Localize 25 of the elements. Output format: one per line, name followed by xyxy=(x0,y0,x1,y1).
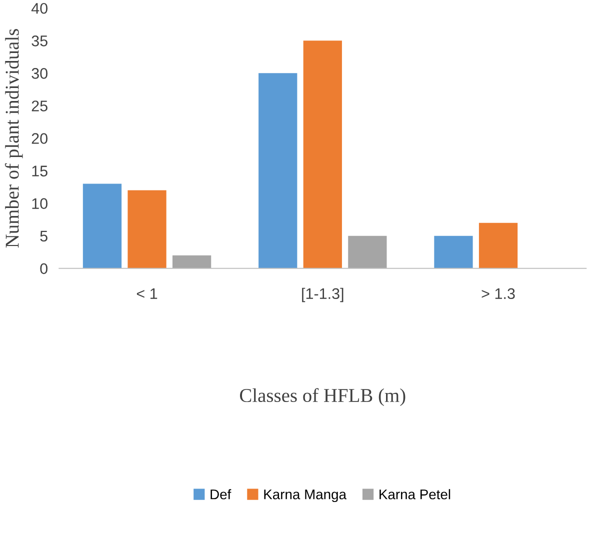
bar xyxy=(478,222,518,268)
bar xyxy=(82,184,122,268)
y-tick-label: 10 xyxy=(32,198,48,209)
y-tick-label: 5 xyxy=(40,230,48,242)
bar xyxy=(434,236,473,268)
x-tick-label: < 1 xyxy=(136,288,158,299)
y-tick-label: 0 xyxy=(40,263,48,274)
y-tick-label: 35 xyxy=(32,36,48,46)
x-axis-title: Classes of HFLB (m) xyxy=(240,388,406,406)
y-tick-label: 25 xyxy=(32,100,48,112)
bar xyxy=(128,190,166,268)
y-tick-label: 30 xyxy=(32,68,48,79)
legend-label: Karna Manga xyxy=(264,490,346,502)
legend-label: Karna Petel xyxy=(380,489,450,500)
x-tick-label: > 1.3 xyxy=(482,288,515,300)
y-tick-label: 15 xyxy=(32,166,48,176)
bar xyxy=(172,255,212,268)
bar xyxy=(348,236,387,268)
bar xyxy=(258,73,298,268)
y-tick-label: 40 xyxy=(31,2,48,14)
y-tick-label: 20 xyxy=(32,133,48,144)
legend-label: Def xyxy=(210,489,232,500)
y-axis-title: Number of plant individuals xyxy=(4,29,23,248)
bar xyxy=(303,40,342,268)
x-tick-label: [1-1.3] xyxy=(302,288,344,302)
